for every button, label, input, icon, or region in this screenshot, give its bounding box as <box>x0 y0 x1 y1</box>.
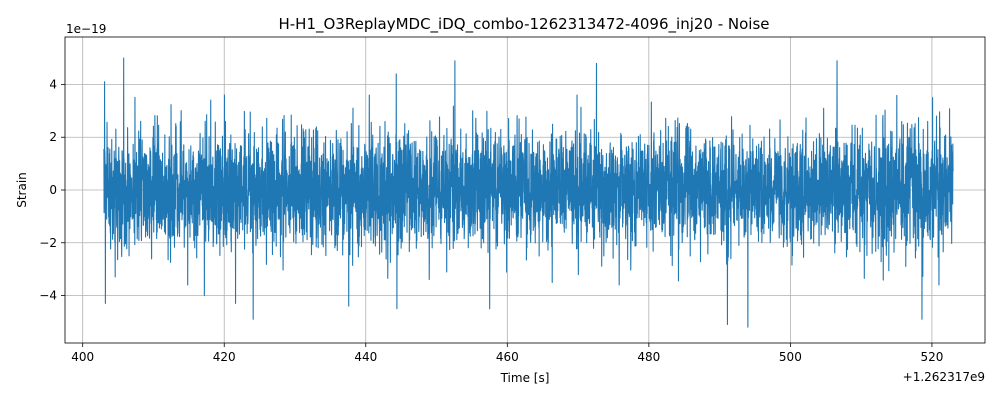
x-tick-label: 520 <box>920 350 943 364</box>
data-layer <box>103 57 954 328</box>
y-tick-label: −2 <box>39 236 57 250</box>
x-tick-label: 420 <box>213 350 236 364</box>
y-tick-label: 4 <box>49 77 57 91</box>
y-scale-label: 1e−19 <box>66 22 106 36</box>
x-tick-label: 480 <box>637 350 660 364</box>
y-tick-label: 2 <box>49 130 57 144</box>
x-tick-label: 500 <box>779 350 802 364</box>
noise-series-line <box>103 57 954 328</box>
x-axis-label: Time [s] <box>500 371 550 385</box>
chart-title: H-H1_O3ReplayMDC_iDQ_combo-1262313472-40… <box>278 15 769 34</box>
y-tick-label: 0 <box>49 183 57 197</box>
tick-layer: 400 420 440 460 480 500 520 −4 −2 0 2 4 <box>39 77 943 364</box>
y-axis-label: Strain <box>15 172 29 208</box>
y-tick-label: −4 <box>39 289 57 303</box>
x-offset-label: +1.262317e9 <box>903 370 985 384</box>
x-tick-label: 440 <box>354 350 377 364</box>
x-tick-label: 460 <box>496 350 519 364</box>
x-tick-label: 400 <box>71 350 94 364</box>
